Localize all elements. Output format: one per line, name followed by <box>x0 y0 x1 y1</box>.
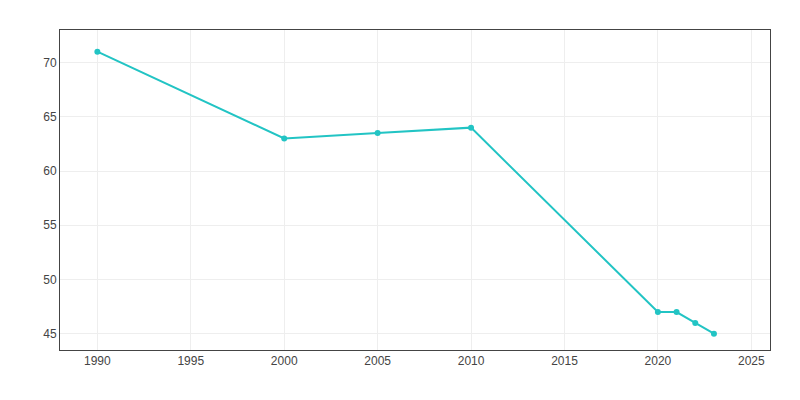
svg-text:1995: 1995 <box>177 354 204 368</box>
svg-text:2005: 2005 <box>364 354 391 368</box>
svg-text:60: 60 <box>43 164 57 178</box>
svg-text:2015: 2015 <box>551 354 578 368</box>
svg-text:45: 45 <box>43 327 57 341</box>
svg-text:2025: 2025 <box>738 354 765 368</box>
svg-text:1990: 1990 <box>84 354 111 368</box>
svg-text:65: 65 <box>43 110 57 124</box>
svg-text:2010: 2010 <box>458 354 485 368</box>
svg-text:2020: 2020 <box>645 354 672 368</box>
svg-text:55: 55 <box>43 218 57 232</box>
svg-text:70: 70 <box>43 56 57 70</box>
svg-text:50: 50 <box>43 273 57 287</box>
svg-text:2000: 2000 <box>271 354 298 368</box>
